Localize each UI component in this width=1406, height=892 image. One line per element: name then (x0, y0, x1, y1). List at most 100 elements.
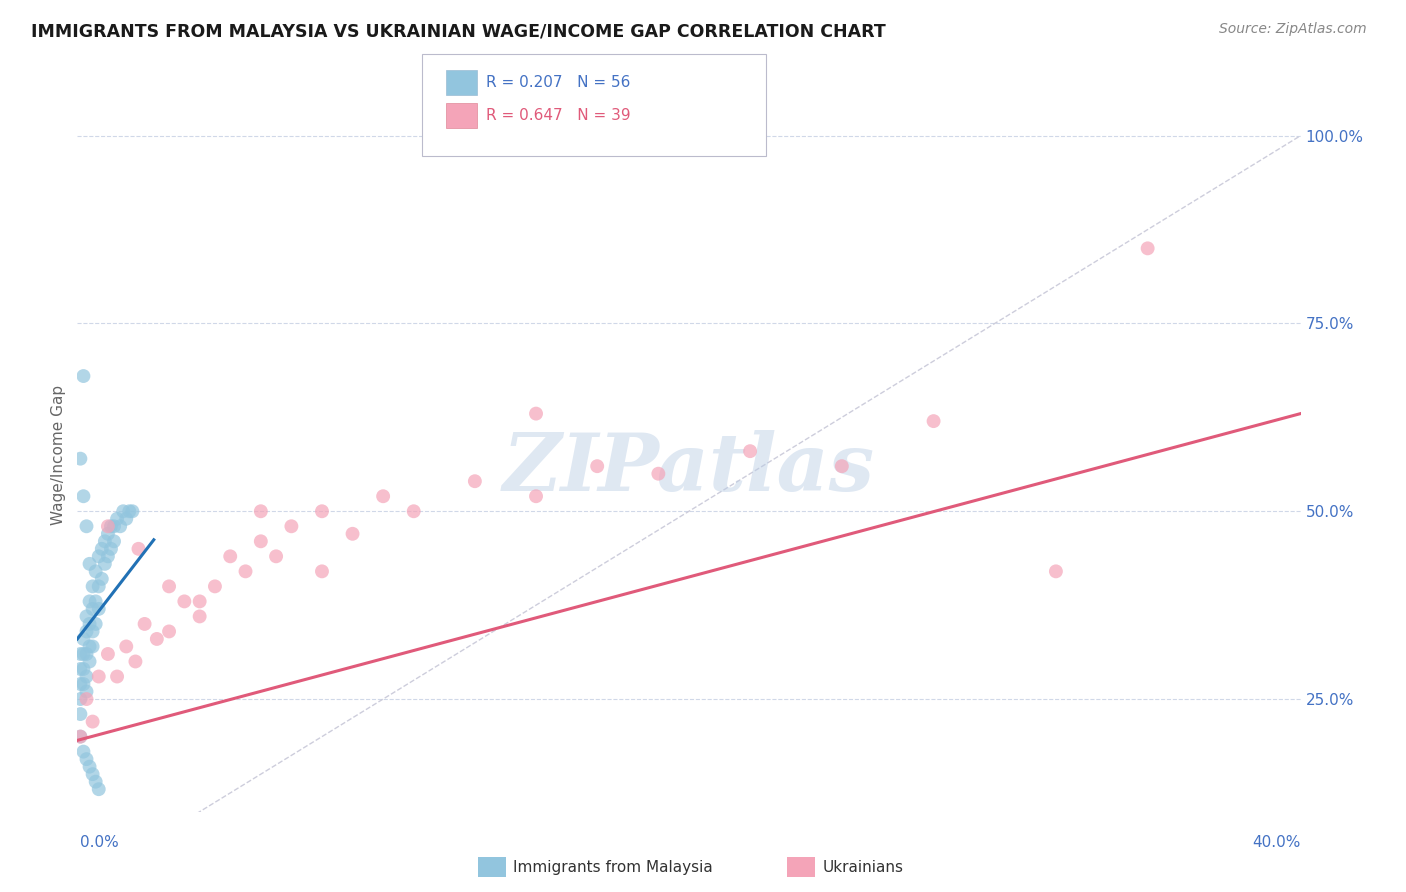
Point (94, 557, 117, 571)
Point (84, 565, 107, 579)
Point (79, 759, 101, 773)
Point (124, 655, 146, 669)
Point (69, 677, 91, 691)
Point (69, 451, 91, 466)
Point (72, 489, 94, 503)
Point (922, 414, 945, 428)
Point (1045, 565, 1067, 579)
Point (76, 669, 98, 683)
Point (72, 369, 94, 384)
Point (72, 662, 94, 676)
Point (134, 616, 156, 631)
Point (586, 459, 609, 474)
Point (121, 504, 143, 518)
Point (87, 669, 110, 683)
Point (82, 602, 104, 616)
Point (76, 519, 98, 533)
Point (219, 549, 242, 564)
Point (90, 541, 112, 556)
Point (402, 504, 425, 518)
Text: Source: ZipAtlas.com: Source: ZipAtlas.com (1219, 22, 1367, 37)
Point (82, 640, 104, 654)
Point (82, 767, 104, 781)
Point (103, 534, 125, 549)
Point (204, 579, 226, 593)
Point (87, 579, 110, 593)
Point (82, 579, 104, 593)
Point (311, 565, 333, 579)
Point (84, 774, 107, 789)
Point (112, 504, 135, 518)
Point (157, 624, 180, 639)
Text: 40.0%: 40.0% (1253, 836, 1301, 850)
Point (342, 526, 364, 541)
Point (90, 572, 112, 586)
Point (72, 632, 94, 646)
Point (82, 714, 104, 729)
Point (79, 655, 101, 669)
Point (97, 526, 120, 541)
Point (831, 459, 853, 474)
Point (94, 534, 117, 549)
Point (1136, 241, 1159, 255)
Point (82, 624, 104, 639)
Point (100, 519, 122, 533)
Point (100, 541, 122, 556)
Point (740, 444, 762, 458)
Point (76, 647, 98, 661)
Point (69, 730, 91, 744)
Point (371, 489, 394, 503)
Point (280, 519, 302, 533)
Point (157, 579, 180, 593)
Point (84, 594, 107, 608)
Point (76, 684, 98, 698)
Point (69, 647, 91, 661)
Point (84, 616, 107, 631)
Point (115, 512, 138, 526)
Point (87, 549, 110, 564)
Point (103, 519, 125, 533)
Point (128, 541, 150, 556)
Point (69, 692, 91, 706)
Point (72, 745, 94, 759)
Point (118, 504, 141, 518)
Point (87, 782, 110, 797)
Text: ZIPatlas: ZIPatlas (503, 431, 875, 508)
Point (87, 602, 110, 616)
Point (69, 707, 91, 722)
Point (97, 549, 120, 564)
Point (108, 519, 131, 533)
Point (72, 647, 94, 661)
Point (97, 647, 120, 661)
Point (76, 624, 98, 639)
Point (76, 692, 98, 706)
Point (647, 467, 669, 481)
Point (72, 677, 94, 691)
Point (79, 640, 101, 654)
Point (250, 534, 273, 549)
Text: Ukrainians: Ukrainians (823, 861, 904, 875)
Point (79, 594, 101, 608)
Point (97, 519, 120, 533)
Point (146, 632, 169, 646)
Point (188, 609, 211, 624)
Point (69, 730, 91, 744)
Text: R = 0.207   N = 56: R = 0.207 N = 56 (486, 75, 631, 89)
Point (115, 640, 138, 654)
Text: Immigrants from Malaysia: Immigrants from Malaysia (513, 861, 713, 875)
Text: 0.0%: 0.0% (80, 836, 120, 850)
Text: IMMIGRANTS FROM MALAYSIA VS UKRAINIAN WAGE/INCOME GAP CORRELATION CHART: IMMIGRANTS FROM MALAYSIA VS UKRAINIAN WA… (31, 22, 886, 40)
Point (105, 512, 128, 526)
Point (311, 504, 333, 518)
Point (69, 662, 91, 676)
Point (188, 594, 211, 608)
Point (76, 752, 98, 766)
Point (524, 407, 547, 421)
Point (264, 549, 287, 564)
Point (79, 557, 101, 571)
Point (235, 565, 257, 579)
Point (524, 489, 547, 503)
Point (173, 594, 195, 608)
Y-axis label: Wage/Income Gap: Wage/Income Gap (51, 384, 66, 525)
Point (105, 669, 128, 683)
